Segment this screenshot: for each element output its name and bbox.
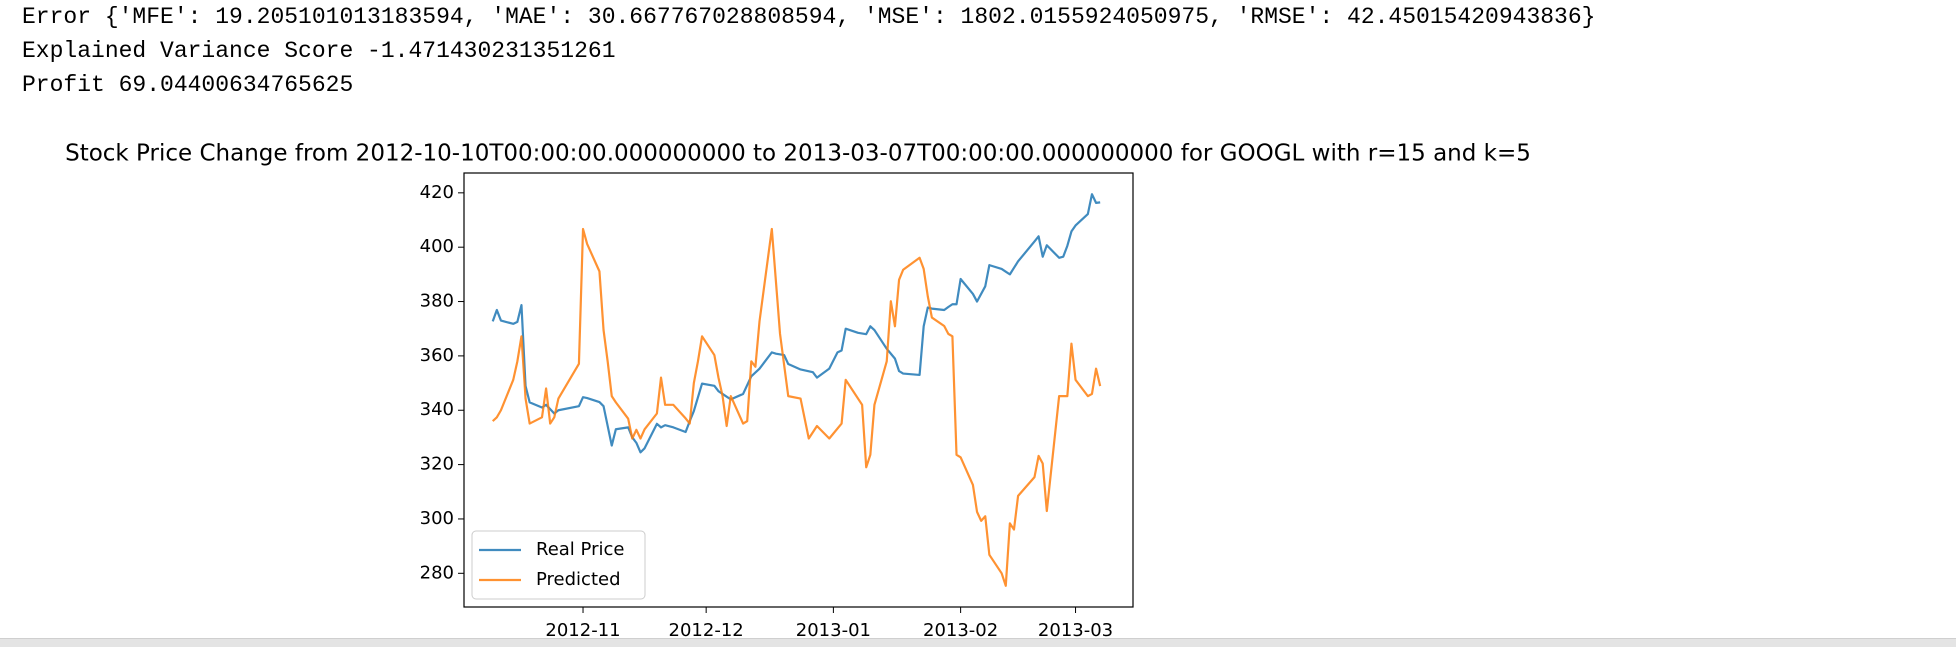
chart-title: Stock Price Change from 2012-10-10T00:00… <box>65 141 1531 167</box>
x-tick-label: 2012-11 <box>545 620 620 640</box>
x-tick-label: 2013-01 <box>796 620 871 640</box>
x-tick-label: 2013-03 <box>1038 620 1113 640</box>
explained-variance: Explained Variance Score -1.471430231351… <box>22 38 616 64</box>
y-tick-label: 360 <box>420 345 454 366</box>
error-metrics: Error {'MFE': 19.205101013183594, 'MAE':… <box>22 4 1596 30</box>
y-tick-label: 280 <box>420 562 454 583</box>
price-line <box>491 227 1102 587</box>
legend-label: Predicted <box>536 569 621 590</box>
y-tick-label: 420 <box>420 182 454 203</box>
y-tick-label: 400 <box>420 236 454 257</box>
x-tick-label: 2013-02 <box>923 620 998 640</box>
scrollbar <box>0 638 1956 647</box>
y-tick-label: 380 <box>420 291 454 312</box>
profit: Profit 69.04400634765625 <box>22 72 354 98</box>
x-tick-label: 2012-12 <box>669 620 744 640</box>
price-line <box>491 193 1101 454</box>
y-tick-label: 340 <box>420 399 454 420</box>
plot-frame <box>463 172 1134 608</box>
y-tick-label: 300 <box>420 508 454 529</box>
legend-box <box>471 530 646 600</box>
legend-label: Real Price <box>536 539 624 560</box>
y-tick-label: 320 <box>420 454 454 475</box>
